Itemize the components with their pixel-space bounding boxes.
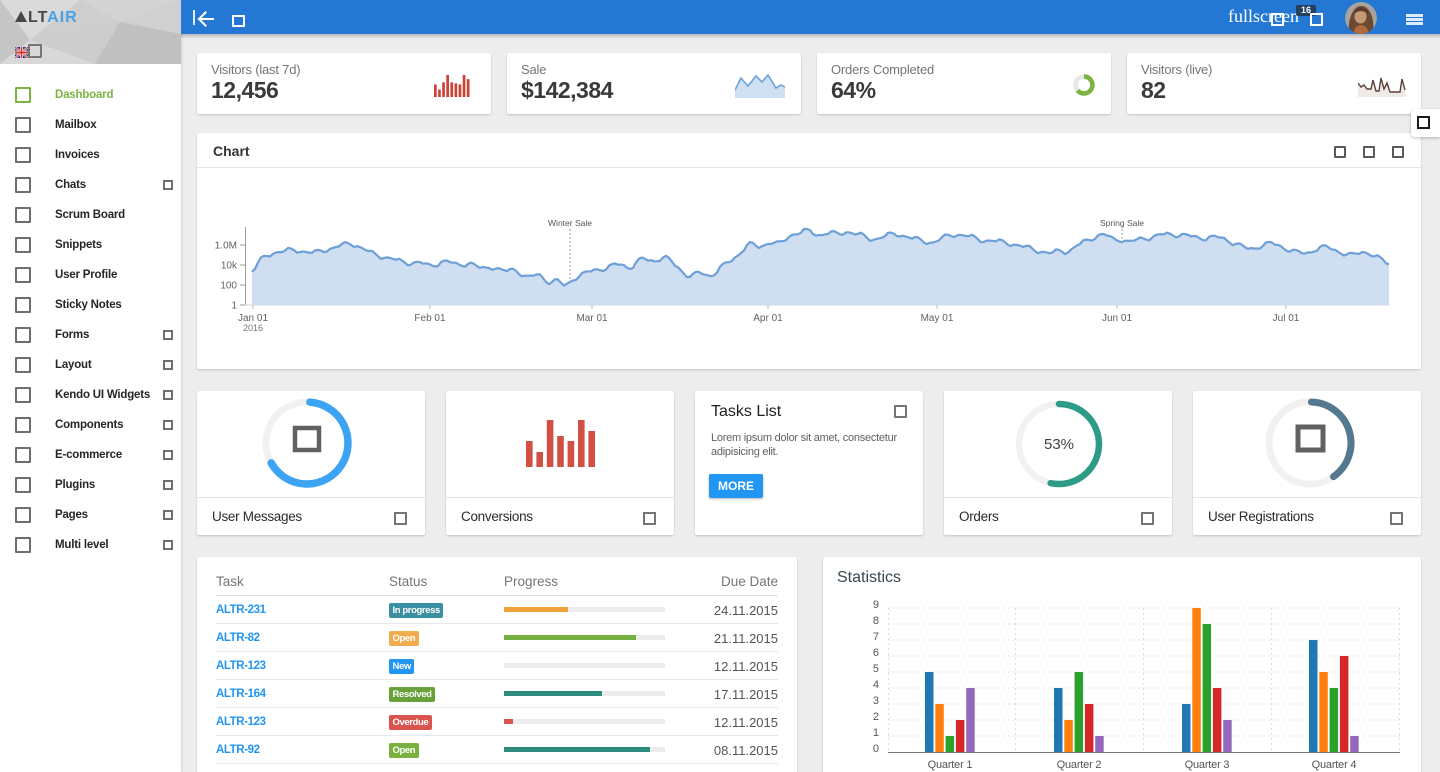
svg-text:Jul 01: Jul 01	[1273, 313, 1300, 324]
svg-text:Feb 01: Feb 01	[414, 313, 446, 324]
svg-text:May 01: May 01	[921, 313, 954, 324]
svg-text:7: 7	[873, 631, 879, 643]
svg-text:1: 1	[231, 301, 237, 312]
svg-text:53%: 53%	[1044, 436, 1074, 453]
svg-text:9: 9	[873, 599, 879, 611]
svg-text:Apr 01: Apr 01	[753, 313, 783, 324]
svg-text:6: 6	[873, 647, 879, 659]
svg-text:Mar 01: Mar 01	[576, 313, 608, 324]
svg-text:Jun 01: Jun 01	[1102, 313, 1132, 324]
svg-text:Spring Sale: Spring Sale	[1100, 218, 1144, 228]
svg-text:2016: 2016	[243, 323, 263, 333]
svg-text:Quarter 4: Quarter 4	[1312, 759, 1357, 771]
svg-text:Quarter 1: Quarter 1	[928, 759, 973, 771]
svg-text:Quarter 3: Quarter 3	[1185, 759, 1230, 771]
svg-text:10k: 10k	[221, 261, 238, 272]
svg-text:Quarter 2: Quarter 2	[1057, 759, 1102, 771]
svg-text:5: 5	[873, 663, 879, 675]
svg-text:3: 3	[873, 695, 879, 707]
svg-text:8: 8	[873, 615, 879, 627]
svg-text:Winter Sale: Winter Sale	[548, 218, 592, 228]
svg-text:2: 2	[873, 711, 879, 723]
svg-text:4: 4	[873, 679, 879, 691]
svg-text:1.0M: 1.0M	[215, 241, 237, 252]
svg-text:0: 0	[873, 743, 879, 755]
svg-text:1: 1	[873, 727, 879, 739]
svg-text:100: 100	[220, 281, 237, 292]
svg-text:Jan 01: Jan 01	[238, 313, 268, 324]
